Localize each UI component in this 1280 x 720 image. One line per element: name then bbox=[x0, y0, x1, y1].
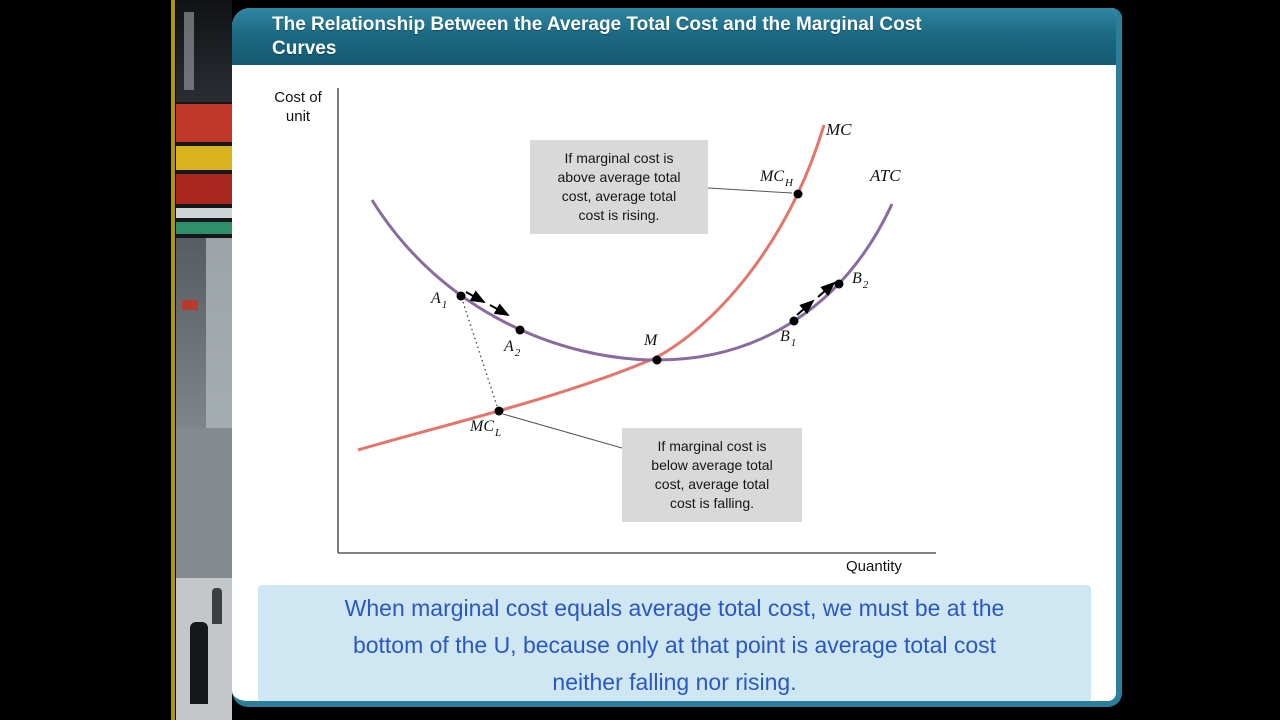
point-label-a2-base: A bbox=[504, 338, 514, 355]
summary-line: When marginal cost equals average total … bbox=[344, 595, 1005, 621]
point-label-mc-l: MCL bbox=[470, 418, 502, 439]
photo-detail-street bbox=[176, 428, 232, 578]
photo-detail-person bbox=[190, 622, 208, 704]
callout-line: below average total bbox=[651, 456, 773, 473]
callout-line: cost is falling. bbox=[669, 494, 755, 511]
point-label-a1-sub: 1 bbox=[441, 299, 448, 311]
mc-curve-label: MC bbox=[826, 120, 852, 139]
photo-detail-neon-sign bbox=[176, 146, 232, 170]
cost-curves-plot bbox=[337, 88, 936, 554]
callout-line: cost is rising. bbox=[578, 206, 660, 223]
point-a2 bbox=[515, 325, 525, 335]
point-mc-h bbox=[793, 189, 803, 199]
leader-line-top-callout bbox=[707, 187, 793, 194]
point-label-mc-h: MCH bbox=[760, 168, 793, 189]
point-label-a2: A2 bbox=[504, 338, 521, 359]
photo-detail-vehicle bbox=[182, 300, 198, 310]
point-label-a1-base: A bbox=[431, 290, 441, 307]
point-label-a2-sub: 2 bbox=[514, 347, 521, 359]
point-label-mc-l-base: MC bbox=[470, 418, 494, 435]
photo-detail-person bbox=[212, 588, 222, 624]
point-m bbox=[652, 355, 662, 365]
arrow-a1-to-a2-icon bbox=[489, 303, 510, 316]
point-label-b2-sub: 2 bbox=[862, 279, 869, 291]
point-b1 bbox=[789, 316, 799, 326]
callout-mc-above-atc: If marginal cost is above average total … bbox=[530, 140, 708, 234]
photo-detail-buildings bbox=[176, 0, 232, 102]
photo-strip bbox=[176, 0, 232, 720]
gold-accent-bar bbox=[171, 0, 175, 720]
callout-line: cost, average total bbox=[561, 187, 677, 204]
arrow-b1-to-b2-icon bbox=[817, 281, 836, 298]
photo-detail bbox=[176, 208, 232, 218]
summary-box: When marginal cost equals average total … bbox=[258, 585, 1091, 701]
point-label-mc-h-sub: H bbox=[785, 177, 793, 189]
point-label-a1: A1 bbox=[431, 290, 448, 311]
point-b2 bbox=[834, 279, 844, 289]
arrow-b1-to-b2-icon bbox=[796, 299, 815, 316]
slide-title-line1: The Relationship Between the Average Tot… bbox=[272, 14, 922, 35]
dotted-projection-line bbox=[462, 301, 498, 407]
point-a1 bbox=[456, 291, 466, 301]
callout-line: above average total bbox=[557, 168, 681, 185]
point-label-b2-base: B bbox=[852, 270, 862, 287]
point-label-b1-sub: 1 bbox=[790, 337, 797, 349]
slide-title-line2: Curves bbox=[272, 38, 337, 59]
point-label-mc-l-sub: L bbox=[495, 427, 502, 439]
photo-detail-neon-sign bbox=[176, 222, 232, 234]
callout-mc-below-atc: If marginal cost is below average total … bbox=[622, 428, 802, 522]
point-label-mc-h-base: MC bbox=[760, 168, 784, 185]
slide: The Relationship Between the Average Tot… bbox=[232, 8, 1122, 707]
x-axis-label: Quantity bbox=[846, 558, 902, 575]
y-axis-label-line1: Cost of bbox=[274, 89, 322, 106]
summary-line: neither falling nor rising. bbox=[552, 669, 797, 695]
photo-detail-crowd bbox=[176, 578, 232, 720]
point-label-m: M bbox=[644, 332, 657, 350]
photo-detail-neon-sign bbox=[176, 104, 232, 142]
summary-line: bottom of the U, because only at that po… bbox=[352, 632, 997, 658]
photo-detail bbox=[184, 12, 194, 90]
callout-line: If marginal cost is bbox=[657, 438, 767, 454]
y-axis-label-line2: unit bbox=[285, 108, 311, 125]
atc-curve-label: ATC bbox=[870, 166, 901, 185]
arrow-a1-to-a2-icon bbox=[465, 290, 486, 303]
point-label-b1-base: B bbox=[780, 328, 790, 345]
point-mc-l bbox=[494, 406, 504, 416]
point-label-b1: B1 bbox=[780, 328, 797, 349]
photo-detail bbox=[206, 238, 232, 428]
y-axis-label: Cost of unit bbox=[256, 88, 340, 126]
photo-detail-street bbox=[176, 238, 232, 428]
leader-line-bottom-callout bbox=[502, 413, 623, 449]
callout-line: cost, average total bbox=[654, 475, 770, 492]
point-label-b2: B2 bbox=[852, 270, 869, 291]
slide-header: The Relationship Between the Average Tot… bbox=[232, 8, 1116, 65]
point-label-m-base: M bbox=[644, 332, 658, 349]
callout-line: If marginal cost is bbox=[564, 150, 674, 166]
photo-detail-neon-sign bbox=[176, 174, 232, 204]
